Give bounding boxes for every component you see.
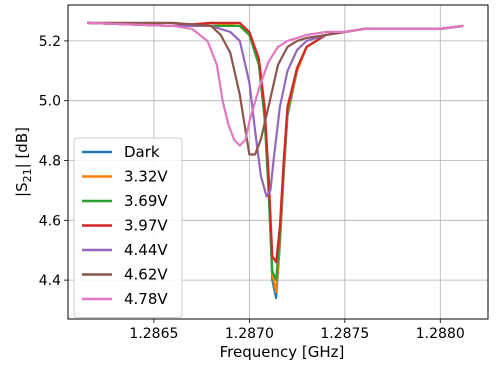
y-tick-label: 4.6 [39,213,61,229]
legend: Dark 3.32V 3.69V 3.97V 4.44V 4.62V 4.78V [73,137,183,318]
legend-label: 3.97V [124,217,168,235]
x-axis-label: Frequency [GHz] [220,343,345,361]
x-tick-label: 1.2880 [416,326,465,342]
y-tick-label: 5.0 [39,94,61,110]
series-layer [87,21,464,300]
x-tick-label: 1.2875 [320,326,369,342]
series-line-4-78v [87,21,464,147]
y-tick-label: 4.8 [39,154,61,170]
legend-label: 4.78V [124,290,168,308]
y-axis-label-sub: 21 [21,168,34,182]
legend-label: 4.62V [124,266,168,284]
x-tick-label: 1.2870 [225,326,274,342]
x-axis: 1.2865 1.2870 1.2875 1.2880 [129,319,465,342]
legend-box [73,137,183,318]
legend-label: 3.69V [124,192,168,210]
y-axis-label-tail: | [dB] [13,127,31,168]
svg-text:|S21| [dB]: |S21| [dB] [13,127,34,197]
y-axis-label: |S21| [dB] [13,127,34,197]
y-tick-label: 4.4 [39,273,61,289]
plot-frame [67,4,489,320]
x-tick-label: 1.2865 [129,326,178,342]
y-axis-label-main: |S [13,182,31,197]
legend-label: Dark [124,143,160,161]
legend-label: 4.44V [124,241,168,259]
y-axis: 4.4 4.6 4.8 5.0 5.2 [39,34,68,289]
series-line-4-62v [87,21,464,156]
y-tick-label: 5.2 [39,34,61,50]
legend-label: 3.32V [124,168,168,186]
